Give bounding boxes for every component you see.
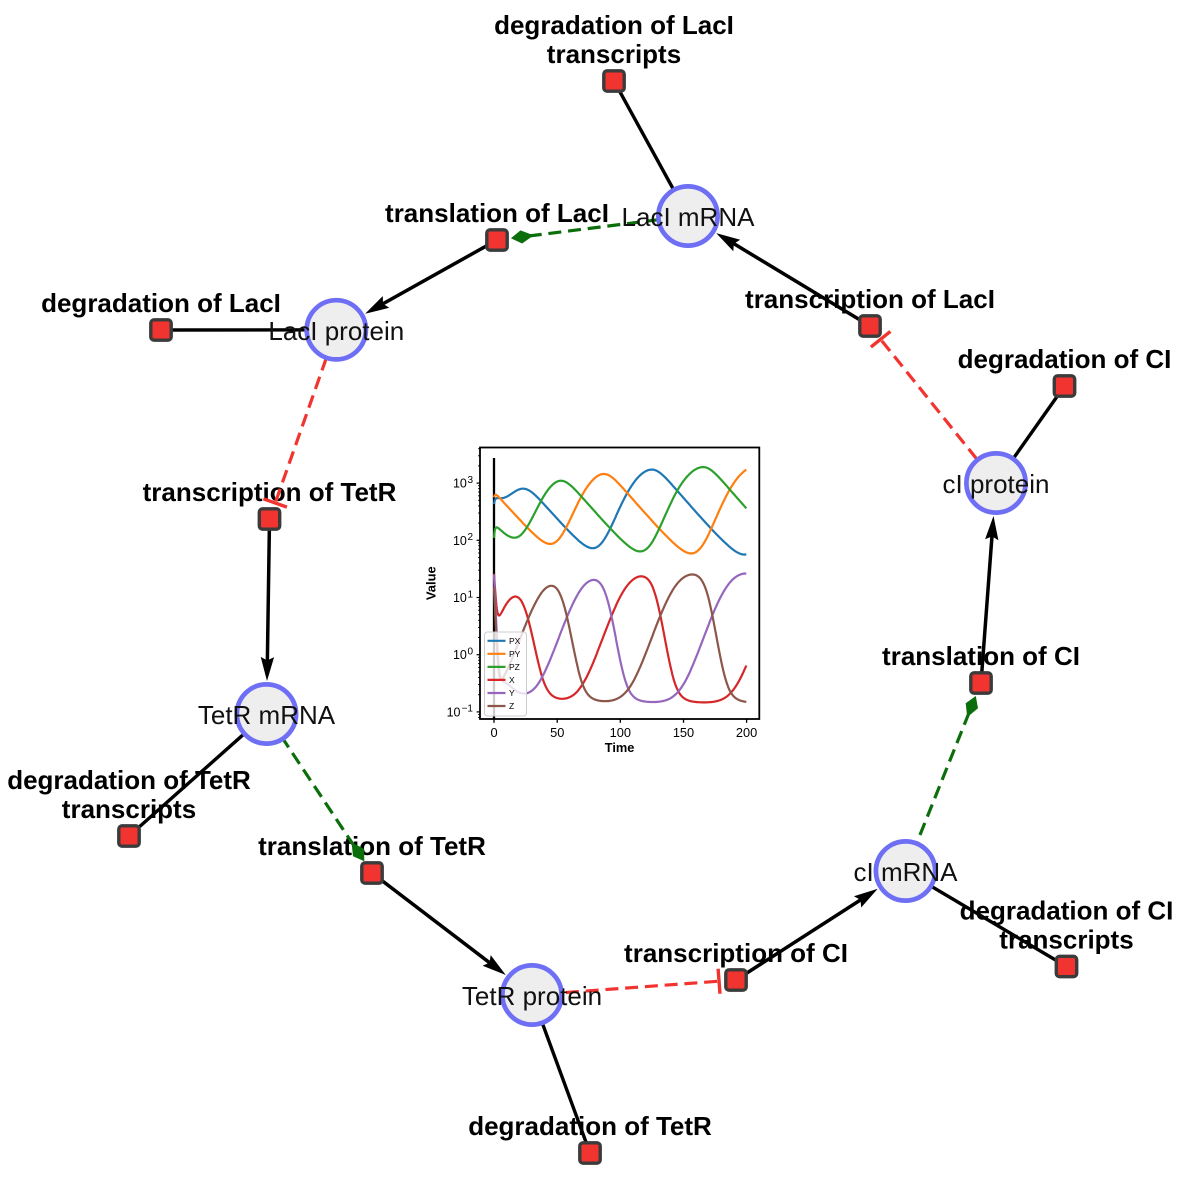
svg-text:10: 10 [447,705,461,719]
svg-text:100: 100 [610,725,631,740]
svg-text:degradation of TetR: degradation of TetR [468,1111,712,1141]
svg-text:10: 10 [453,591,467,605]
svg-text:10: 10 [453,648,467,662]
svg-text:0: 0 [467,647,473,658]
svg-text:2: 2 [467,532,473,543]
svg-text:transcription of LacI: transcription of LacI [745,284,995,314]
svg-text:LacI mRNA: LacI mRNA [622,202,756,232]
svg-text:PZ: PZ [509,662,520,672]
svg-text:translation of TetR: translation of TetR [258,831,486,861]
svg-text:Z: Z [509,701,514,711]
svg-text:transcripts: transcripts [547,39,681,69]
svg-text:Y: Y [509,688,515,698]
svg-text:LacI protein: LacI protein [268,316,404,346]
svg-text:200: 200 [736,725,757,740]
svg-text:−1: −1 [462,704,474,715]
svg-text:degradation of TetR: degradation of TetR [7,765,251,795]
svg-text:10: 10 [453,534,467,548]
svg-text:translation of LacI: translation of LacI [385,198,609,228]
svg-text:cI mRNA: cI mRNA [854,857,959,887]
svg-text:X: X [509,675,515,685]
svg-text:3: 3 [467,475,473,486]
svg-text:degradation of CI: degradation of CI [960,896,1174,926]
svg-text:transcription of CI: transcription of CI [624,938,848,968]
svg-text:TetR mRNA: TetR mRNA [198,700,336,730]
svg-text:degradation of CI: degradation of CI [958,344,1172,374]
svg-text:Value: Value [424,566,439,600]
svg-text:transcripts: transcripts [62,794,196,824]
svg-text:150: 150 [673,725,694,740]
svg-text:10: 10 [453,477,467,491]
svg-text:cI protein: cI protein [943,469,1050,499]
svg-text:Time: Time [605,740,635,755]
svg-text:1: 1 [467,589,473,600]
svg-text:degradation of LacI: degradation of LacI [41,288,281,318]
svg-text:TetR protein: TetR protein [462,981,602,1011]
svg-text:degradation of LacI: degradation of LacI [494,10,734,40]
svg-text:PX: PX [509,636,521,646]
svg-text:50: 50 [550,725,564,740]
svg-text:PY: PY [509,649,521,659]
svg-text:0: 0 [490,725,497,740]
